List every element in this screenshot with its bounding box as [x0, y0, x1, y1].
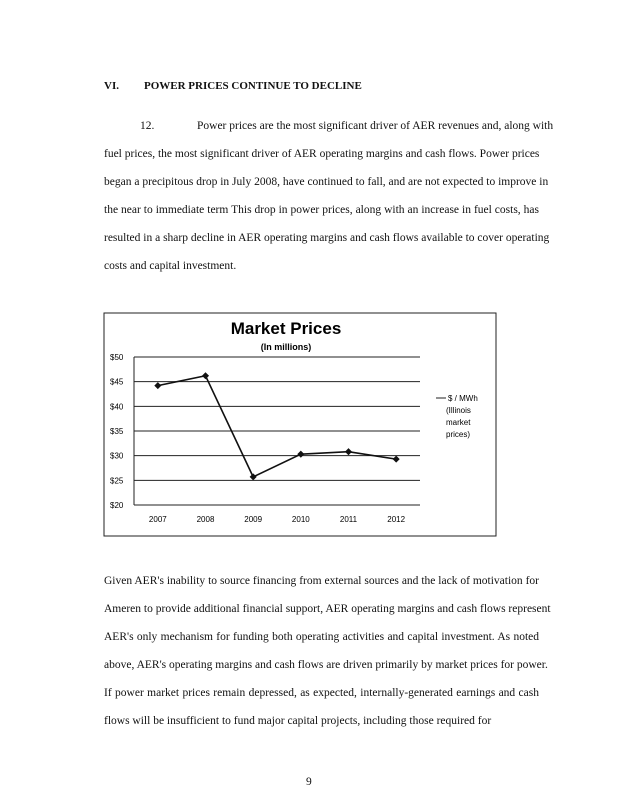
legend-label: prices) — [446, 430, 470, 439]
data-point — [249, 473, 257, 481]
section-heading: VI. POWER PRICES CONTINUE TO DECLINE — [104, 80, 362, 92]
y-tick-label: $20 — [110, 501, 124, 510]
data-point — [201, 372, 210, 380]
y-tick-label: $25 — [110, 476, 124, 485]
text-line: resulted in a sharp decline in AER opera… — [104, 232, 550, 244]
data-point — [154, 382, 162, 390]
text-line: fuel prices, the most significant driver… — [104, 148, 540, 160]
text-line: Power prices are the most significant dr… — [197, 120, 554, 132]
chart-subtitle: (In millions) — [261, 342, 312, 352]
y-tick-label: $30 — [110, 452, 124, 461]
section-number: VI. — [104, 80, 119, 92]
chart-border — [103, 312, 497, 537]
chart-title: Market Prices — [231, 319, 342, 338]
text-line: flows will be insufficient to fund major… — [104, 715, 492, 727]
x-tick-label: 2010 — [292, 515, 310, 524]
text-line: Given AER's inability to source financin… — [104, 575, 539, 587]
text-line: If power market prices remain depressed,… — [104, 687, 539, 699]
x-tick-label: 2008 — [197, 515, 215, 524]
x-tick-label: 2011 — [340, 515, 358, 524]
section-title: POWER PRICES CONTINUE TO DECLINE — [144, 80, 362, 92]
x-tick-label: 2007 — [149, 515, 167, 524]
data-point — [392, 455, 400, 463]
data-point — [344, 448, 353, 456]
page-number: 9 — [306, 776, 312, 788]
y-tick-label: $45 — [110, 378, 124, 387]
y-tick-label: $40 — [110, 402, 124, 411]
legend-label: market — [446, 418, 471, 427]
paragraph-number: 12. — [140, 120, 155, 132]
text-line: costs and capital investment. — [104, 260, 237, 272]
text-line: Ameren to provide additional financial s… — [104, 603, 551, 615]
text-line: above, AER's operating margins and cash … — [104, 659, 548, 671]
data-point — [297, 450, 305, 458]
x-tick-label: 2012 — [387, 515, 405, 524]
text-line: the near to immediate term This drop in … — [104, 204, 539, 216]
text-line: AER's only mechanism for funding both op… — [104, 631, 539, 643]
y-tick-label: $35 — [110, 427, 124, 436]
legend-label: (Illinois — [446, 406, 471, 415]
legend-label: $ / MWh — [448, 394, 478, 403]
text-line: began a precipitous drop in July 2008, h… — [104, 176, 549, 188]
series-line — [157, 374, 397, 478]
y-tick-label: $50 — [110, 353, 124, 362]
x-tick-label: 2009 — [244, 515, 262, 524]
